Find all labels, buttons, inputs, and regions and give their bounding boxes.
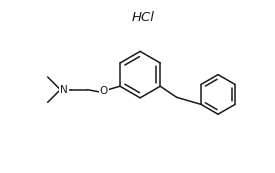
Text: HCl: HCl [131,11,154,24]
Text: O: O [100,86,108,96]
Text: N: N [60,85,68,95]
